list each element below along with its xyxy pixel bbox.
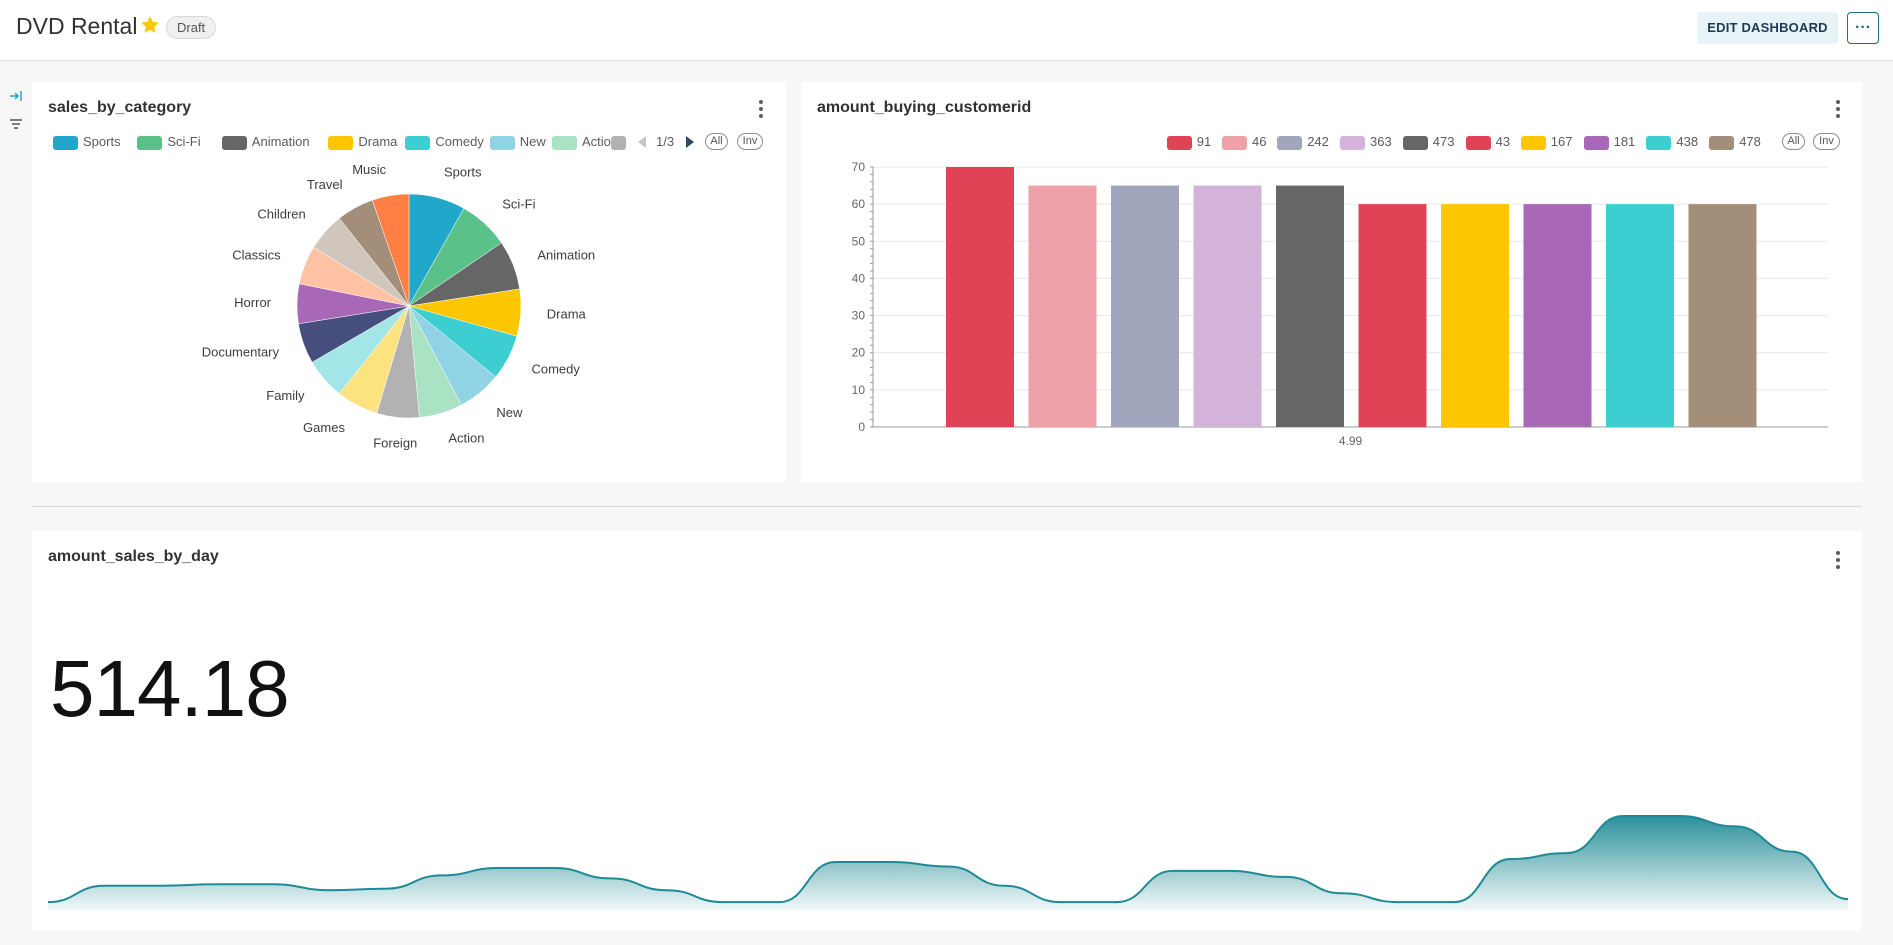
- legend-label: Action: [582, 134, 619, 149]
- pie-label-sci-fi: Sci-Fi: [502, 196, 535, 211]
- y-tick-label: 50: [852, 234, 866, 248]
- pie-label-comedy: Comedy: [531, 362, 580, 377]
- pie-label-music: Music: [352, 162, 386, 177]
- section-divider: [31, 506, 1862, 507]
- card-menu-icon[interactable]: [1835, 100, 1841, 120]
- x-tick-label: 4.99: [1339, 434, 1363, 448]
- bar-43[interactable]: [1358, 204, 1427, 427]
- legend-label: 478: [1739, 134, 1761, 149]
- y-tick-label: 0: [858, 420, 865, 434]
- legend-label: 167: [1550, 134, 1573, 149]
- y-tick-label: 30: [852, 309, 866, 323]
- star-icon[interactable]: [139, 14, 161, 36]
- bar-438[interactable]: [1606, 204, 1674, 427]
- legend-label: 43: [1495, 134, 1511, 149]
- card-title: amount_buying_customerid: [817, 99, 1032, 116]
- bar-478[interactable]: [1688, 204, 1757, 427]
- legend-label: Animation: [251, 134, 310, 149]
- dashboard-header: DVD Rental Draft EDIT DASHBOARD ···: [0, 0, 1893, 61]
- more-options-button[interactable]: ···: [1847, 12, 1879, 44]
- pie-label-travel: Travel: [307, 177, 343, 192]
- trendline-area: [48, 816, 1848, 911]
- bar-chart: 0 10 20 30 40 50 60 70 4.99: [852, 160, 1828, 448]
- legend-label: 438: [1676, 134, 1699, 149]
- card-title: sales_by_category: [48, 99, 192, 116]
- legend-label: 242: [1307, 134, 1329, 149]
- pie-label-documentary: Documentary: [202, 344, 280, 359]
- pie-label-horror: Horror: [234, 295, 272, 310]
- legend-invert-button[interactable]: Inv: [737, 133, 763, 150]
- bar-181[interactable]: [1523, 204, 1592, 427]
- card-title: amount_sales_by_day: [48, 548, 219, 565]
- filter-icon[interactable]: [8, 116, 24, 132]
- big-number-value: 514.18: [50, 644, 290, 733]
- pie-label-games: Games: [303, 420, 345, 435]
- legend-label: Sci-Fi: [167, 134, 201, 149]
- legend-all-button[interactable]: All: [705, 133, 728, 150]
- amount-buying-customerid-card: amount_buying_customerid 91 46 242 363 473 43…: [801, 82, 1862, 482]
- sales-by-category-card: sales_by_category Sports Sci-Fi Animation D…: [32, 82, 786, 482]
- y-tick-label: 60: [852, 197, 866, 211]
- y-tick-label: 70: [852, 160, 866, 174]
- amount-sales-by-day-card: amount_sales_by_day 514.18: [32, 531, 1862, 931]
- pie-label-children: Children: [257, 206, 305, 221]
- trendline-line[interactable]: [47, 815, 1849, 904]
- pie-label-new: New: [496, 405, 523, 420]
- edit-dashboard-button[interactable]: EDIT DASHBOARD: [1697, 12, 1838, 44]
- legend-all-button[interactable]: All: [1782, 133, 1805, 150]
- legend-label: 363: [1370, 134, 1392, 149]
- bar-242[interactable]: [1111, 185, 1179, 427]
- y-tick-label: 10: [852, 383, 866, 397]
- legend-label: Sports: [83, 134, 121, 149]
- pie-label-classics: Classics: [232, 247, 281, 262]
- bar-167[interactable]: [1441, 204, 1509, 427]
- draft-badge[interactable]: Draft: [166, 16, 217, 39]
- y-tick-label: 20: [852, 346, 866, 360]
- legend-label: 46: [1252, 134, 1267, 149]
- expand-icon[interactable]: [8, 88, 24, 104]
- bar-473[interactable]: [1276, 185, 1344, 427]
- pie-chart: Sports Sci-Fi Animation Drama Comedy New Actio…: [202, 162, 595, 450]
- legend-label: Drama: [358, 134, 398, 149]
- legend-prev-icon[interactable]: [636, 135, 648, 149]
- legend-label: 181: [1613, 134, 1636, 149]
- bar-363[interactable]: [1193, 185, 1262, 427]
- legend-label: 91: [1196, 134, 1212, 149]
- dashboard-title: DVD Rental: [16, 13, 138, 39]
- legend-page-indicator: 1/3: [656, 134, 675, 149]
- legend-label: 473: [1432, 134, 1455, 149]
- pie-label-drama: Drama: [547, 306, 587, 321]
- pie-label-family: Family: [266, 388, 305, 403]
- card-menu-icon[interactable]: [758, 100, 764, 120]
- pie-label-action: Action: [448, 430, 484, 445]
- pie-label-animation: Animation: [537, 247, 595, 262]
- pie-slice-music[interactable]: [372, 193, 410, 307]
- pie-label-foreign: Foreign: [373, 435, 417, 450]
- legend-label: Comedy: [435, 134, 484, 149]
- legend-label: New: [519, 134, 546, 149]
- bar-46[interactable]: [1028, 185, 1097, 427]
- legend-invert-button[interactable]: Inv: [1813, 133, 1840, 150]
- y-tick-label: 40: [852, 271, 866, 285]
- pie-label-sports: Sports: [444, 165, 482, 180]
- card-menu-icon[interactable]: [1835, 551, 1841, 571]
- trendline-chart: [47, 815, 1849, 911]
- bar-91[interactable]: [946, 167, 1014, 427]
- legend-next-icon[interactable]: [684, 135, 696, 149]
